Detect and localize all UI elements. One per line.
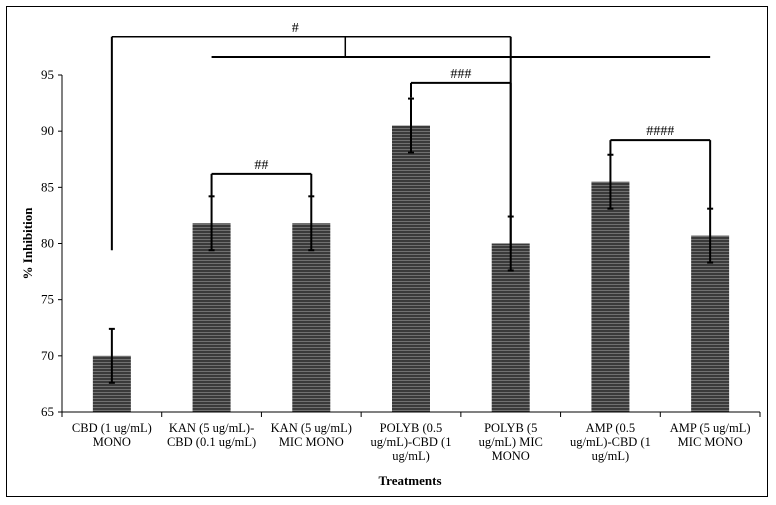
y-axis-title: % Inhibition <box>20 207 35 280</box>
bar-4 <box>491 243 530 412</box>
error-bar-0 <box>108 327 115 384</box>
x-category-label-5-line-1: ug/mL)-CBD (1 <box>570 435 651 449</box>
y-tick-label-3: 80 <box>41 236 54 251</box>
significance-label-3: ### <box>450 67 471 82</box>
x-category-label-6: AMP (5 ug/mL) MIC MONO <box>670 421 751 449</box>
x-category-label-2-line-1: MIC MONO <box>279 435 344 449</box>
x-category-label-2: KAN (5 ug/mL) MIC MONO <box>271 421 352 449</box>
x-category-label-4: POLYB (5 ug/mL) MIC MONO <box>479 421 543 463</box>
significance-label-0: # <box>292 21 299 36</box>
significance-label-4: #### <box>646 124 674 139</box>
x-category-label-3: POLYB (0.5 ug/mL)-CBD (1 ug/mL) <box>371 421 452 463</box>
chart-frame <box>6 6 768 497</box>
x-category-label-3-line-1: ug/mL)-CBD (1 <box>371 435 452 449</box>
bar-5 <box>591 181 630 412</box>
significance-bracket-4: #### <box>609 124 712 209</box>
x-category-label-6-line-0: AMP (5 ug/mL) <box>670 421 751 435</box>
x-category-label-0: CBD (1 ug/mL) MONO <box>72 421 152 449</box>
significance-group: ########## <box>110 21 712 251</box>
x-category-label-5-line-2: ug/mL) <box>592 449 630 463</box>
x-category-label-4-line-0: POLYB (5 <box>484 421 537 435</box>
error-bar-3 <box>408 97 414 154</box>
x-category-label-3-line-2: ug/mL) <box>392 449 430 463</box>
x-category-label-0-line-0: CBD (1 ug/mL) <box>72 421 152 435</box>
y-tick-label-2: 75 <box>41 292 54 307</box>
y-tick-label-5: 90 <box>41 123 54 138</box>
bar-2 <box>292 223 331 412</box>
x-category-label-4-line-2: MONO <box>492 449 530 463</box>
x-category-label-6-line-1: MIC MONO <box>678 435 743 449</box>
y-tick-label-6: 95 <box>41 67 54 82</box>
y-tick-label-4: 85 <box>41 179 54 194</box>
x-category-label-2-line-0: KAN (5 ug/mL) <box>271 421 352 435</box>
bar-1 <box>192 223 231 412</box>
x-category-label-4-line-1: ug/mL) MIC <box>479 435 543 449</box>
y-tick-label-0: 65 <box>41 404 54 419</box>
x-category-label-1-line-0: KAN (5 ug/mL)- <box>169 421 254 435</box>
significance-label-2: ## <box>254 158 268 173</box>
bar-3 <box>392 125 430 413</box>
x-category-label-5-line-0: AMP (0.5 <box>586 421 636 435</box>
x-category-label-1-line-1: CBD (0.1 ug/mL) <box>167 435 256 449</box>
x-category-label-5: AMP (0.5 ug/mL)-CBD (1 ug/mL) <box>570 421 651 463</box>
bars-group <box>92 125 730 413</box>
x-axis-title: Treatments <box>378 473 441 488</box>
y-tick-label-1: 70 <box>41 348 54 363</box>
x-category-label-1: KAN (5 ug/mL)-CBD (0.1 ug/mL) <box>167 421 256 449</box>
bar-6 <box>691 235 730 412</box>
significance-bracket-3: ### <box>410 67 512 217</box>
x-category-label-0-line-1: MONO <box>93 435 131 449</box>
x-category-label-3-line-0: POLYB (0.5 <box>380 421 443 435</box>
significance-bracket-2: ## <box>210 158 313 197</box>
